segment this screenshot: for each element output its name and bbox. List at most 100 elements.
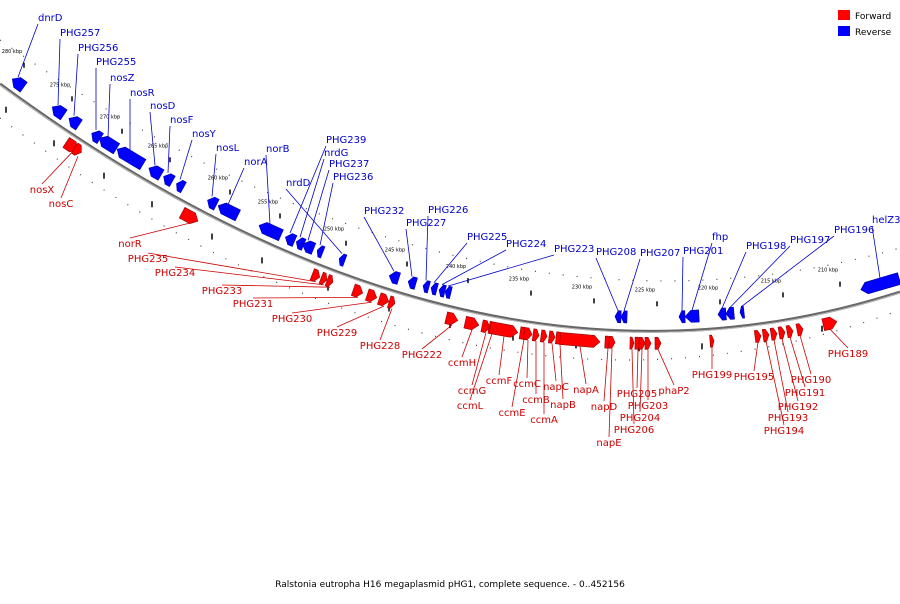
reverse-gene-arrow [51,105,68,121]
gene-label-napd: napD [591,402,618,413]
gene-body [718,307,727,321]
gene-body [559,332,600,348]
gene-body [310,268,320,282]
reverse-gene-arrow [176,179,187,194]
gene-outline [316,245,326,259]
gene-label-phg232: PHG232 [364,206,404,217]
tick-label: 280 kbp [2,49,22,55]
gene-outline [176,179,187,194]
gene-outline [463,315,480,331]
forward-gene-arrow [309,268,321,282]
tick-label: 225 kbp [635,287,655,293]
gene-label-ccmc: ccmC [513,379,541,390]
gene-outline [99,135,121,155]
tick-label: 275 kbp [50,82,70,88]
forward-leader-line [147,252,317,283]
gene-label-phg225: PHG225 [467,232,507,243]
forward-gene-arrow [709,334,715,348]
gene-outline [430,282,439,296]
gene-label-phg235: PHG235 [128,254,168,265]
gene-outline [638,336,646,350]
backbone-arc-highlight [0,84,900,333]
reverse-leader-line [319,182,334,246]
gene-label-phg193: PHG193 [768,413,808,424]
gene-label-phg199: PHG199 [692,370,732,381]
gene-body [685,309,700,323]
forward-gene-arrow [350,283,364,298]
reverse-leader-line [307,169,330,241]
gene-label-phg195: PHG195 [734,372,774,383]
forward-gene-arrow [480,319,491,333]
gene-outline [148,165,165,181]
gene-body [179,207,198,224]
backbone-arc [0,82,900,333]
reverse-gene-arrow [438,284,447,298]
legend: Forward Reverse [838,10,892,38]
gene-label-phg255: PHG255 [96,57,136,68]
gene-outline [350,283,364,298]
gene-outline [163,173,176,188]
forward-gene-arrow [654,337,662,350]
gene-label-ccmb: ccmB [522,395,550,406]
forward-leader-line [511,339,525,408]
gene-label-phg236: PHG236 [333,172,373,183]
gene-label-phg198: PHG198 [746,241,786,252]
gene-label-nosl: nosL [216,143,240,154]
forward-gene-arrow [821,316,838,331]
forward-leader-line [829,328,849,349]
gene-label-phg223: PHG223 [554,244,594,255]
tick-label: 270 kbp [100,115,120,121]
forward-leader-line [336,305,385,328]
gene-outline [444,285,453,300]
reverse-gene-arrow [68,116,83,131]
reverse-gene-arrow [430,282,439,296]
gene-label-phg228: PHG228 [360,341,400,352]
gene-body [91,130,104,144]
reverse-gene-arrow [407,276,418,290]
forward-gene-arrow [608,335,616,349]
gene-label-phg208: PHG208 [596,247,636,258]
gene-label-phg201: PHG201 [683,246,723,257]
legend-forward-label: Forward [855,12,891,22]
tick-label: 260 kbp [208,176,228,182]
gene-outline [68,116,83,131]
forward-gene-arrow [753,329,762,343]
gene-labels: dnrD PHG257 PHG256 PHG255 nosZ nosR nosD nosF no… [30,13,900,449]
gene-label-phg189: PHG189 [828,349,868,360]
forward-leader-line [603,348,609,402]
reverse-leader-line [441,249,507,286]
gene-body [163,173,176,187]
gene-label-ccme: ccmE [498,408,525,419]
tick-label: 265 kbp [148,143,168,149]
forward-gene-arrow [761,328,770,342]
gene-outline [377,292,390,307]
reverse-gene-arrow [725,306,735,320]
gene-outline [258,222,284,242]
gene-outline [654,337,662,350]
gene-label-fhp: fhp [712,232,728,243]
forward-gene-arrow [364,288,378,303]
reverse-leader-line [447,254,555,287]
gene-body [615,310,622,323]
gene-outline [761,328,770,342]
reverse-gene-arrow [148,165,165,181]
forward-gene-arrow [539,329,548,343]
gene-outline [522,327,533,341]
map-caption: Ralstonia eutropha H16 megaplasmid pHG1,… [275,580,625,590]
gene-label-phg207: PHG207 [640,248,680,259]
reverse-leader-line [73,53,79,116]
reverse-leader-line [623,258,641,311]
reverse-gene-arrow [860,272,900,295]
forward-gene-arrow [644,337,652,350]
gene-body [621,310,628,323]
legend-reverse-swatch [838,26,850,36]
forward-gene-arrow [629,336,635,350]
gene-label-phg239: PHG239 [326,135,366,146]
forward-gene-arrow [178,207,199,225]
reverse-leader-line [299,158,325,238]
forward-gene-arrow [547,330,556,344]
reverse-leader-line [211,153,217,197]
reverse-leader-line [167,125,171,173]
reverse-gene-arrow [295,237,307,251]
